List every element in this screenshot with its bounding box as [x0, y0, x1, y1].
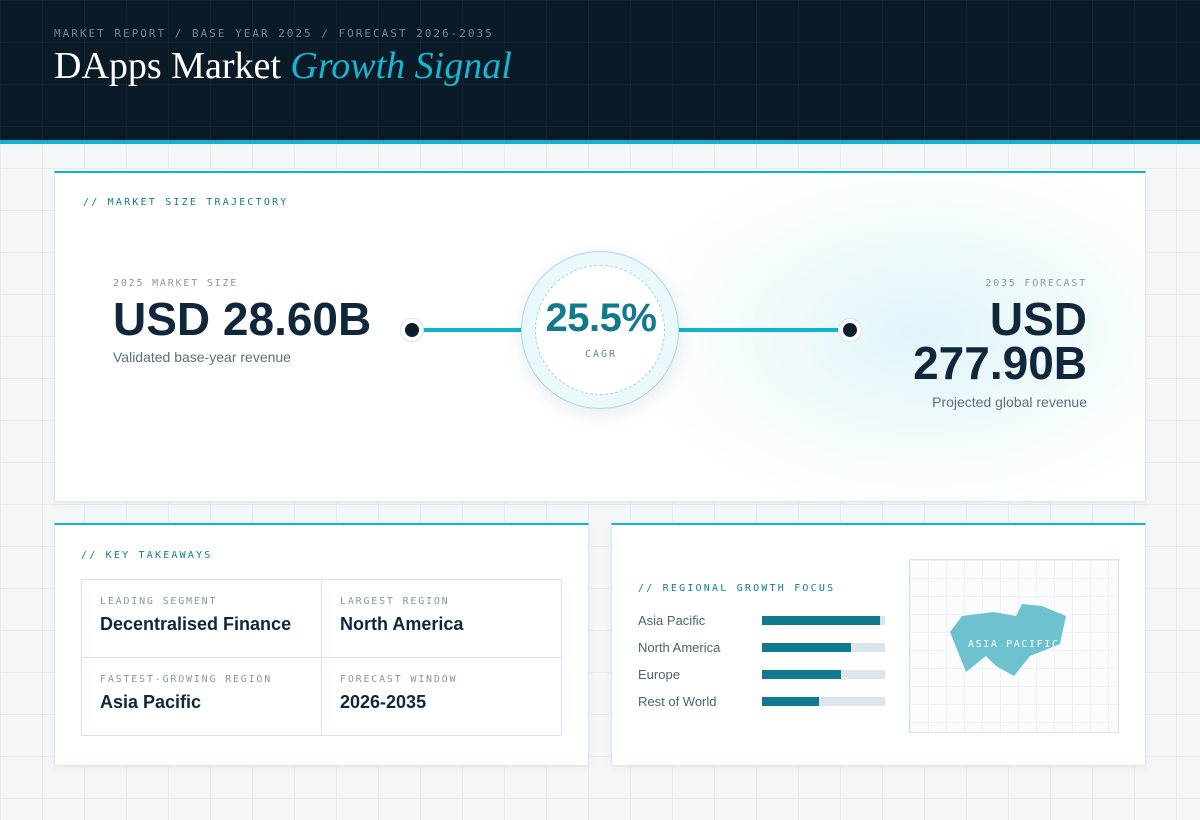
takeaway-label: FORECAST WINDOW	[340, 674, 458, 685]
region-bar-row: Rest of World	[638, 692, 888, 712]
forecast-block: 2035 FORECAST USD 277.90B Projected glob…	[827, 278, 1087, 410]
base-year-marker	[401, 319, 423, 341]
region-bar-track	[762, 670, 885, 679]
forecast-caption: Projected global revenue	[932, 394, 1087, 410]
takeaway-forecast-window: FORECAST WINDOW 2026-2035	[322, 658, 562, 736]
takeaway-label: FASTEST-GROWING REGION	[100, 674, 273, 685]
takeaways-card: // KEY TAKEAWAYS LEADING SEGMENT Decentr…	[54, 523, 589, 766]
region-bar-fill	[762, 670, 841, 679]
forecast-value-currency: USD	[989, 293, 1087, 345]
title-accent: Growth Signal	[290, 45, 512, 87]
region-bar-row: Asia Pacific	[638, 611, 888, 631]
trajectory-line-right	[665, 328, 841, 332]
region-bar-name: Rest of World	[638, 694, 717, 709]
grid-divider-horizontal	[82, 657, 561, 658]
asia-pacific-map-shape	[950, 604, 1066, 676]
takeaway-label: LARGEST REGION	[340, 596, 450, 607]
takeaways-section-label: // KEY TAKEAWAYS	[81, 550, 213, 561]
trajectory-line-left	[417, 328, 537, 332]
base-year-label: 2025 MARKET SIZE	[113, 278, 239, 289]
takeaways-grid: LEADING SEGMENT Decentralised Finance LA…	[81, 579, 562, 736]
forecast-marker	[839, 319, 861, 341]
regional-section-label: // REGIONAL GROWTH FOCUS	[638, 583, 836, 594]
trajectory-card: // MARKET SIZE TRAJECTORY 2025 MARKET SI…	[54, 171, 1146, 502]
takeaway-fastest-region: FASTEST-GROWING REGION Asia Pacific	[82, 658, 322, 736]
page-title: DApps Market Growth Signal	[54, 44, 512, 88]
cagr-label: CAGR	[584, 349, 618, 360]
region-bar-name: Asia Pacific	[638, 613, 706, 628]
base-year-caption: Validated base-year revenue	[113, 349, 291, 365]
takeaway-leading-segment: LEADING SEGMENT Decentralised Finance	[82, 580, 322, 658]
region-bar-fill	[762, 616, 881, 625]
cagr-inner-ring	[535, 265, 665, 395]
trajectory-section-label: // MARKET SIZE TRAJECTORY	[83, 197, 289, 208]
base-year-value: USD 28.60B	[113, 293, 372, 345]
region-bar-fill	[762, 697, 819, 706]
cagr-value: 25.5%	[545, 296, 657, 340]
base-year-block: 2025 MARKET SIZE USD 28.60B Validated ba…	[113, 278, 413, 365]
region-bar-name: Europe	[638, 667, 680, 682]
region-bar-row: Europe	[638, 665, 888, 685]
region-bar-fill	[762, 643, 851, 652]
cagr-badge: 25.5% CAGR	[521, 251, 679, 409]
map-region-label: ASIA PACIFIC	[968, 639, 1060, 650]
regional-card: // REGIONAL GROWTH FOCUS Asia Pacific No…	[611, 523, 1146, 766]
takeaway-value: 2026-2035	[340, 692, 427, 712]
takeaway-largest-region: LARGEST REGION North America	[322, 580, 562, 658]
forecast-value-amount: 277.90B	[913, 337, 1087, 389]
takeaway-value: Asia Pacific	[100, 692, 202, 712]
region-bar-row: North America	[638, 638, 888, 658]
takeaway-label: LEADING SEGMENT	[100, 596, 218, 607]
takeaway-value: North America	[340, 614, 464, 634]
region-bar-track	[762, 616, 885, 625]
forecast-label: 2035 FORECAST	[985, 278, 1087, 289]
region-map: ASIA PACIFIC	[909, 559, 1119, 733]
region-bar-track	[762, 643, 885, 652]
region-bar-name: North America	[638, 640, 721, 655]
page-header: MARKET REPORT / BASE YEAR 2025 / FORECAS…	[0, 0, 1200, 144]
title-main: DApps Market	[54, 45, 281, 87]
report-breadcrumb: MARKET REPORT / BASE YEAR 2025 / FORECAS…	[54, 27, 494, 40]
takeaway-value: Decentralised Finance	[100, 614, 292, 634]
region-bar-track	[762, 697, 885, 706]
